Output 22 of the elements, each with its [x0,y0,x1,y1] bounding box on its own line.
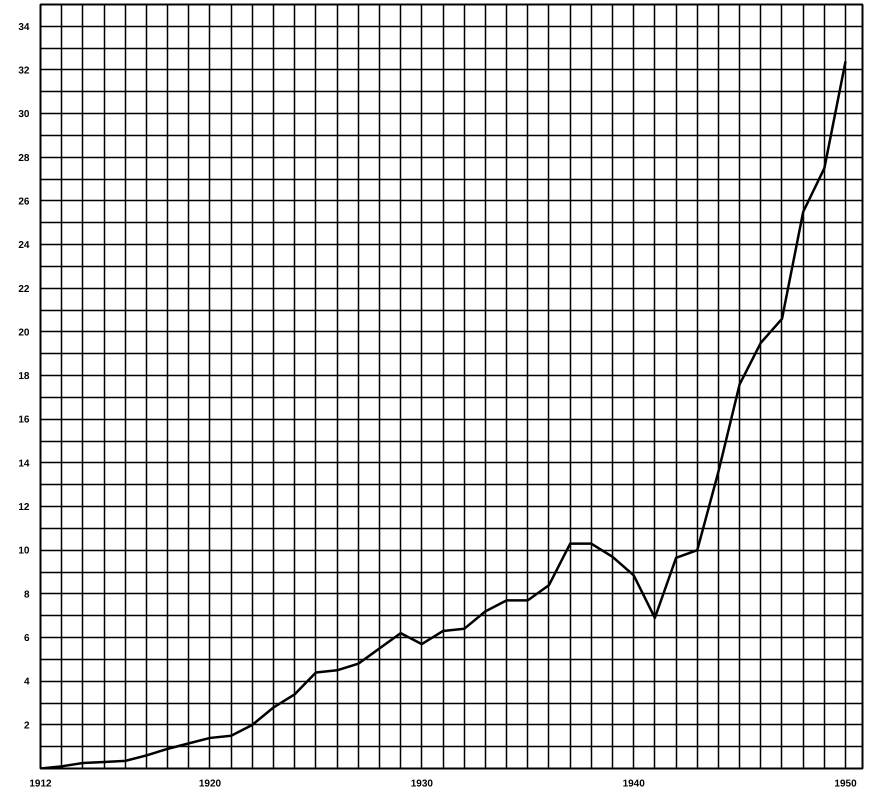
y-tick-label: 8 [24,589,30,600]
y-tick-label: 20 [18,327,30,338]
y-tick-label: 22 [18,284,30,295]
y-tick-label: 2 [24,720,30,732]
x-tick-label: 1930 [410,778,434,790]
y-tick-label: 32 [18,65,30,76]
x-tick-label: 1912 [29,778,52,790]
y-tick-label: 16 [18,414,30,426]
x-tick-label: 1940 [622,778,646,790]
x-tick-label: 1950 [834,778,858,790]
y-tick-label: 10 [18,546,30,557]
y-tick-label: 28 [18,152,30,164]
y-tick-label: 30 [18,109,30,120]
y-tick-label: 6 [24,633,30,644]
x-tick-label: 1920 [198,778,222,790]
y-tick-label: 14 [18,458,30,470]
y-tick-label: 4 [24,676,30,688]
y-tick-label: 26 [18,196,30,208]
y-tick-label: 18 [18,371,30,382]
y-tick-label: 12 [18,502,30,514]
y-tick-label: 24 [18,240,30,252]
y-tick-label: 34 [18,22,30,33]
